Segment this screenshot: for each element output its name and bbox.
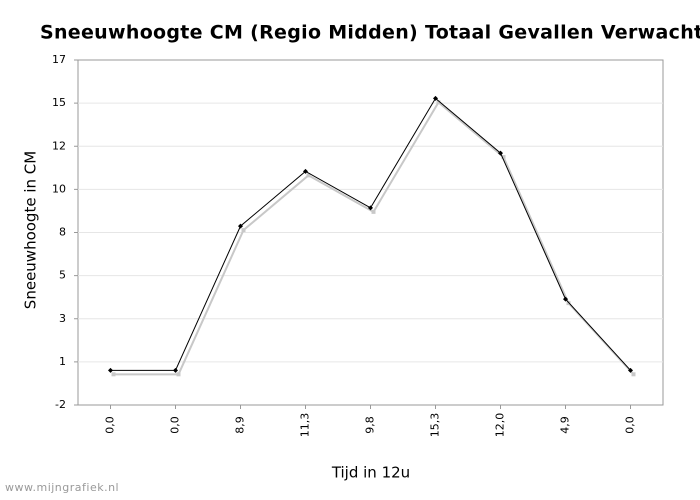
marker-shadow (111, 372, 116, 377)
y-tick-label: 15 (52, 96, 66, 109)
marker (368, 205, 373, 211)
watermark: www.mijngrafiek.nl (5, 481, 119, 494)
marker (238, 223, 243, 229)
chart-title: Sneeuwhoogte CM (Regio Midden) Totaal Ge… (40, 22, 700, 44)
marker-shadow (501, 155, 506, 160)
marker-shadow (371, 209, 376, 214)
marker-shadow (436, 100, 441, 105)
x-tick-label: 0,0 (104, 416, 117, 434)
marker-shadow (306, 173, 311, 178)
y-tick-label: 5 (59, 269, 66, 282)
marker (498, 150, 503, 156)
x-tick-label: 9,8 (364, 416, 377, 434)
x-tick-label: 12,0 (494, 413, 507, 438)
marker-shadow (241, 228, 246, 233)
y-tick-label: 8 (59, 226, 66, 239)
x-tick-label: 15,3 (429, 413, 442, 438)
x-tick-label: 11,3 (299, 413, 312, 438)
y-tick-label: 17 (52, 53, 66, 66)
x-tick-label: 4,9 (559, 416, 572, 434)
y-tick-label: 1 (59, 355, 66, 368)
marker (303, 168, 308, 174)
marker (563, 296, 568, 302)
marker (433, 95, 438, 101)
y-tick-label: 3 (59, 312, 66, 325)
y-tick-label: 10 (52, 182, 66, 195)
x-tick-label: 0,0 (624, 416, 637, 434)
x-tick-label: 0,0 (169, 416, 182, 434)
marker-shadow (631, 372, 636, 377)
marker-shadow (176, 372, 181, 377)
x-axis-label: Tijd in 12u (331, 464, 410, 482)
y-tick-label: 12 (52, 139, 66, 152)
x-tick-label: 8,9 (234, 416, 247, 434)
marker (108, 367, 113, 373)
marker (173, 367, 178, 373)
y-axis-label: Sneeuwhoogte in CM (22, 151, 40, 309)
marker (628, 367, 633, 373)
y-tick-label: -2 (55, 398, 66, 411)
